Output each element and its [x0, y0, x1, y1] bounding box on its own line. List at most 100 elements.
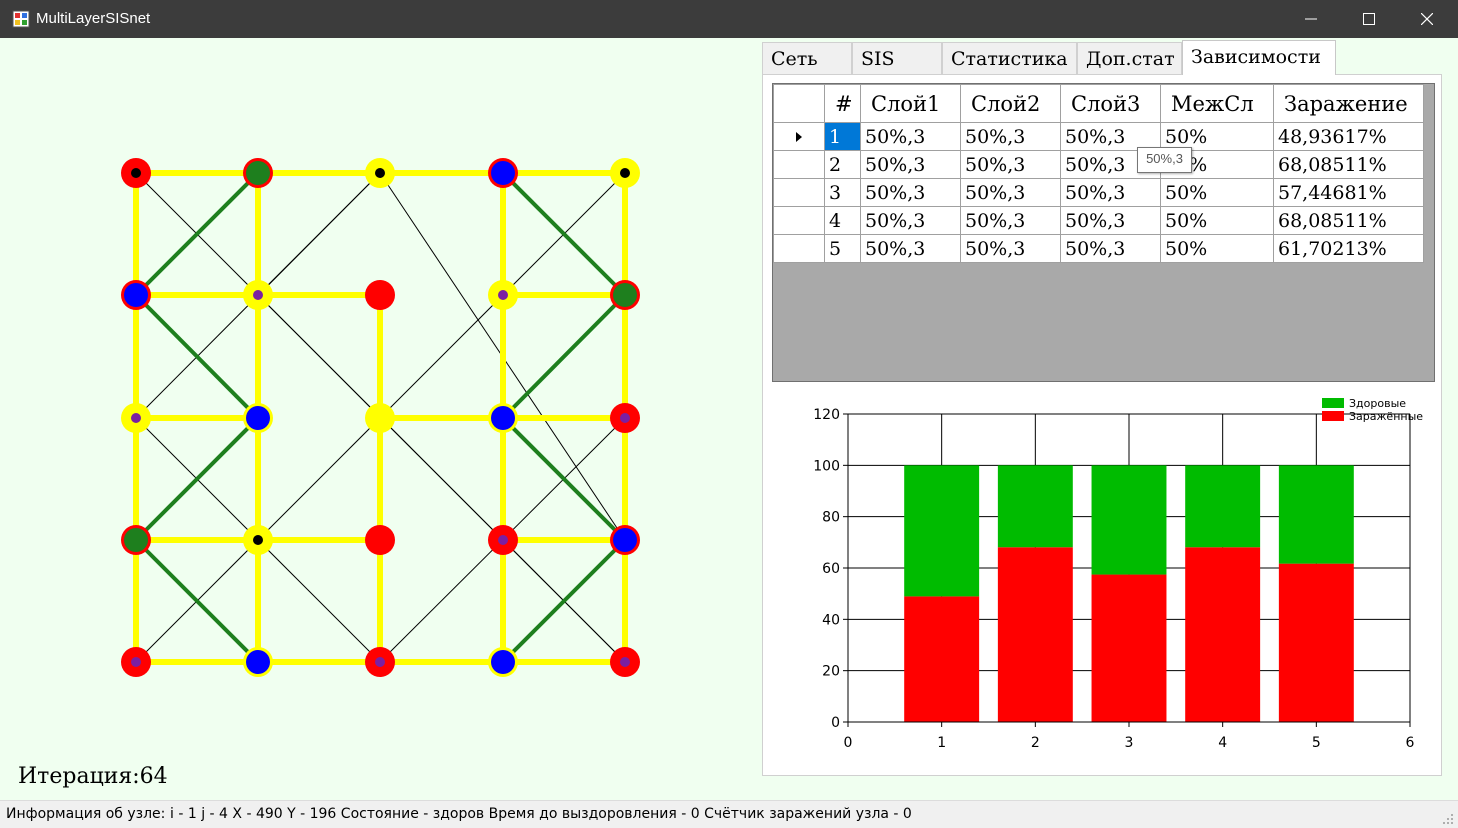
interlayer-link: [134, 171, 260, 297]
column-header-layer1[interactable]: Слой1: [860, 84, 961, 123]
dependency-chart: 0 20 40 60 80 100 120 0 1 2 3 4 5 6 Здоровые Заражённые: [772, 392, 1437, 772]
tab-strip: Сеть SIS Статистика Доп.стат Зависимости: [762, 40, 1442, 75]
x-tick-label: 1: [937, 735, 946, 751]
column-header-infection[interactable]: Заражение: [1273, 84, 1424, 123]
table-cell[interactable]: 50%: [1160, 206, 1274, 235]
table-row[interactable]: 3 50%,3 50%,3 50%,3 50% 57,44681%: [773, 178, 1424, 207]
x-tick-label: 2: [1031, 735, 1040, 751]
node-core: [246, 406, 270, 430]
node-dot: [620, 657, 630, 667]
table-cell[interactable]: 50%,3: [860, 178, 961, 207]
table-cell[interactable]: 57,44681%: [1273, 178, 1424, 207]
minimize-button[interactable]: [1282, 0, 1340, 38]
node-dot: [620, 168, 630, 178]
table-cell[interactable]: 3: [824, 178, 861, 207]
table-cell[interactable]: 2: [824, 150, 861, 179]
table-cell[interactable]: 50%,3: [960, 150, 1061, 179]
close-button[interactable]: [1398, 0, 1456, 38]
table-cell[interactable]: 68,08511%: [1273, 150, 1424, 179]
node-dot: [498, 535, 508, 545]
node: [365, 403, 395, 433]
maximize-icon: [1363, 13, 1375, 25]
column-header-layer2[interactable]: Слой2: [960, 84, 1061, 123]
table-row[interactable]: 5 50%,3 50%,3 50%,3 50% 61,70213%: [773, 234, 1424, 263]
node-dot: [253, 290, 263, 300]
table-row[interactable]: 2 50%,3 50%,3 50%,3 50% 68,08511%: [773, 150, 1424, 179]
x-tick-label: 5: [1312, 735, 1321, 751]
table-cell[interactable]: 50%,3: [1060, 234, 1161, 263]
y-tick-label: 80: [822, 510, 840, 526]
bar-healthy: [1185, 465, 1261, 548]
status-bar: Информация об узле: i - 1 j - 4 X - 490 …: [0, 800, 1458, 828]
table-row[interactable]: 1 50%,3 50%,3 50%,3 50% 48,93617%: [773, 122, 1424, 151]
tab-network[interactable]: Сеть: [762, 42, 852, 74]
node-core: [491, 161, 515, 185]
table-cell[interactable]: 50%,3: [960, 122, 1061, 151]
node: [365, 280, 395, 310]
data-grid[interactable]: # Слой1 Слой2 Слой3 МежСл Заражение 1 50…: [772, 83, 1435, 382]
node-info-text: i - 1 j - 4 X - 490 Y - 196 Состояние - …: [170, 806, 912, 822]
table-cell[interactable]: 50%,3: [1060, 206, 1161, 235]
table-cell[interactable]: 68,08511%: [1273, 206, 1424, 235]
x-tick-label: 4: [1218, 735, 1227, 751]
row-selector[interactable]: [773, 178, 825, 207]
active-links: [134, 171, 627, 664]
node-dot: [131, 168, 141, 178]
interlayer-link: [134, 416, 260, 542]
tab-extra-stats[interactable]: Доп.стат: [1077, 42, 1182, 74]
node-dot: [620, 413, 630, 423]
node-core: [124, 283, 148, 307]
bar-infected: [1185, 547, 1261, 722]
row-selector[interactable]: [773, 122, 825, 151]
table-cell[interactable]: 61,70213%: [1273, 234, 1424, 263]
table-cell[interactable]: 50%,3: [960, 206, 1061, 235]
node-dot: [131, 413, 141, 423]
node-core: [491, 650, 515, 674]
table-cell[interactable]: 50%,3: [960, 234, 1061, 263]
network-canvas[interactable]: [0, 38, 760, 798]
table-cell[interactable]: 50%,3: [860, 206, 961, 235]
column-header-index[interactable]: #: [824, 84, 861, 123]
table-cell[interactable]: 50%: [1160, 122, 1274, 151]
network-graph[interactable]: [0, 38, 760, 758]
table-cell[interactable]: 50%,3: [860, 122, 961, 151]
table-cell[interactable]: 50%,3: [860, 234, 961, 263]
table-cell[interactable]: 48,93617%: [1273, 122, 1424, 151]
table-cell[interactable]: 50%: [1160, 234, 1274, 263]
table-cell[interactable]: 1: [824, 122, 861, 151]
resize-grip-icon[interactable]: [1442, 813, 1454, 825]
interlayer-link: [501, 416, 627, 542]
app-icon: [12, 10, 30, 28]
y-tick-label: 0: [831, 715, 840, 731]
legend-swatch: [1322, 398, 1344, 408]
tab-statistics[interactable]: Статистика: [942, 42, 1077, 74]
minimize-icon: [1305, 18, 1317, 20]
interlayer-link: [501, 293, 627, 420]
row-selector[interactable]: [773, 150, 825, 179]
column-header-interlayer[interactable]: МежСл: [1160, 84, 1274, 123]
row-selector[interactable]: [773, 234, 825, 263]
table-cell[interactable]: 4: [824, 206, 861, 235]
table-row[interactable]: 4 50%,3 50%,3 50%,3 50% 68,08511%: [773, 206, 1424, 235]
y-tick-label: 40: [822, 612, 840, 628]
tab-dependencies[interactable]: Зависимости: [1182, 40, 1336, 75]
cell-tooltip: 50%,3: [1137, 147, 1192, 173]
table-cell[interactable]: 50%,3: [860, 150, 961, 179]
table-cell[interactable]: 50%,3: [1060, 178, 1161, 207]
bar-infected: [1278, 563, 1354, 722]
table-cell[interactable]: 50%,3: [960, 178, 1061, 207]
bar-healthy: [904, 465, 980, 597]
x-tick-label: 0: [844, 735, 853, 751]
x-tick-label: 3: [1125, 735, 1134, 751]
node-dot: [253, 535, 263, 545]
node: [365, 525, 395, 555]
tab-sis[interactable]: SIS: [852, 42, 942, 74]
table-cell[interactable]: 50%: [1160, 178, 1274, 207]
table-cell[interactable]: 5: [824, 234, 861, 263]
maximize-button[interactable]: [1340, 0, 1398, 38]
column-header-layer3[interactable]: Слой3: [1060, 84, 1161, 123]
row-selector[interactable]: [773, 206, 825, 235]
results-table: # Слой1 Слой2 Слой3 МежСл Заражение 1 50…: [773, 84, 1424, 263]
